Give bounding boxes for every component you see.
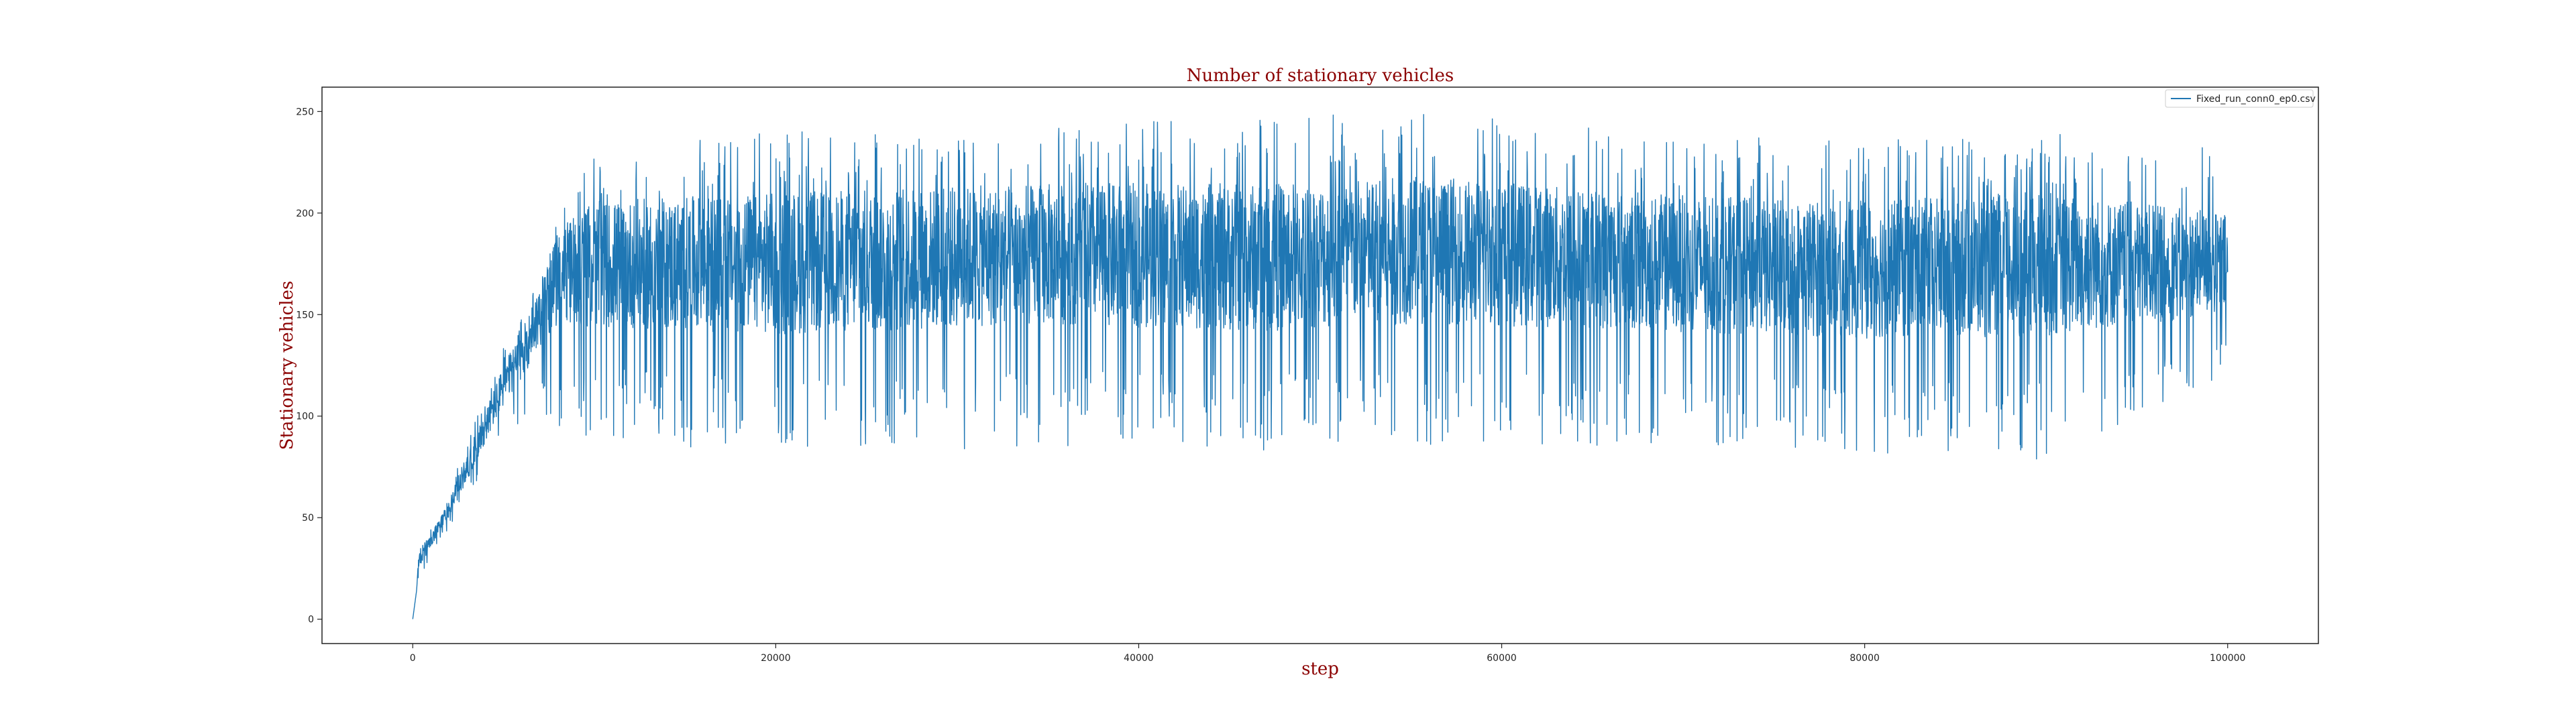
x-tick-label: 80000 bbox=[1849, 653, 1880, 664]
y-axis-label: Stationary vehicles bbox=[277, 281, 297, 450]
x-axis: 0 20000 40000 60000 80000 100000 bbox=[410, 644, 2245, 664]
x-axis-label: step bbox=[1301, 659, 1339, 679]
x-tick-label: 60000 bbox=[1487, 653, 1517, 664]
legend-box bbox=[2165, 89, 2314, 108]
x-tick-label: 20000 bbox=[761, 653, 791, 664]
legend-label-series: Fixed_run_conn0_ep0.csv bbox=[2196, 94, 2316, 105]
y-tick-label: 100 bbox=[296, 412, 314, 422]
y-tick-label: 50 bbox=[302, 513, 314, 524]
y-axis: 0 50 100 150 200 250 bbox=[296, 107, 322, 625]
y-tick-label: 200 bbox=[296, 208, 314, 219]
y-tick-label: 0 bbox=[308, 615, 314, 625]
y-tick-label: 250 bbox=[296, 107, 314, 117]
legend: Fixed_run_conn0_ep0.csv bbox=[2165, 89, 2316, 108]
plot-area bbox=[321, 86, 2319, 644]
y-tick-label: 150 bbox=[296, 310, 314, 320]
chart-title: Number of stationary vehicles bbox=[1187, 66, 1454, 86]
plot-content bbox=[412, 114, 2229, 619]
x-tick-label: 100000 bbox=[2210, 653, 2245, 664]
x-tick-label: 0 bbox=[410, 653, 416, 664]
series-line-fixed-run bbox=[412, 114, 2229, 619]
x-tick-label: 40000 bbox=[1124, 653, 1154, 664]
